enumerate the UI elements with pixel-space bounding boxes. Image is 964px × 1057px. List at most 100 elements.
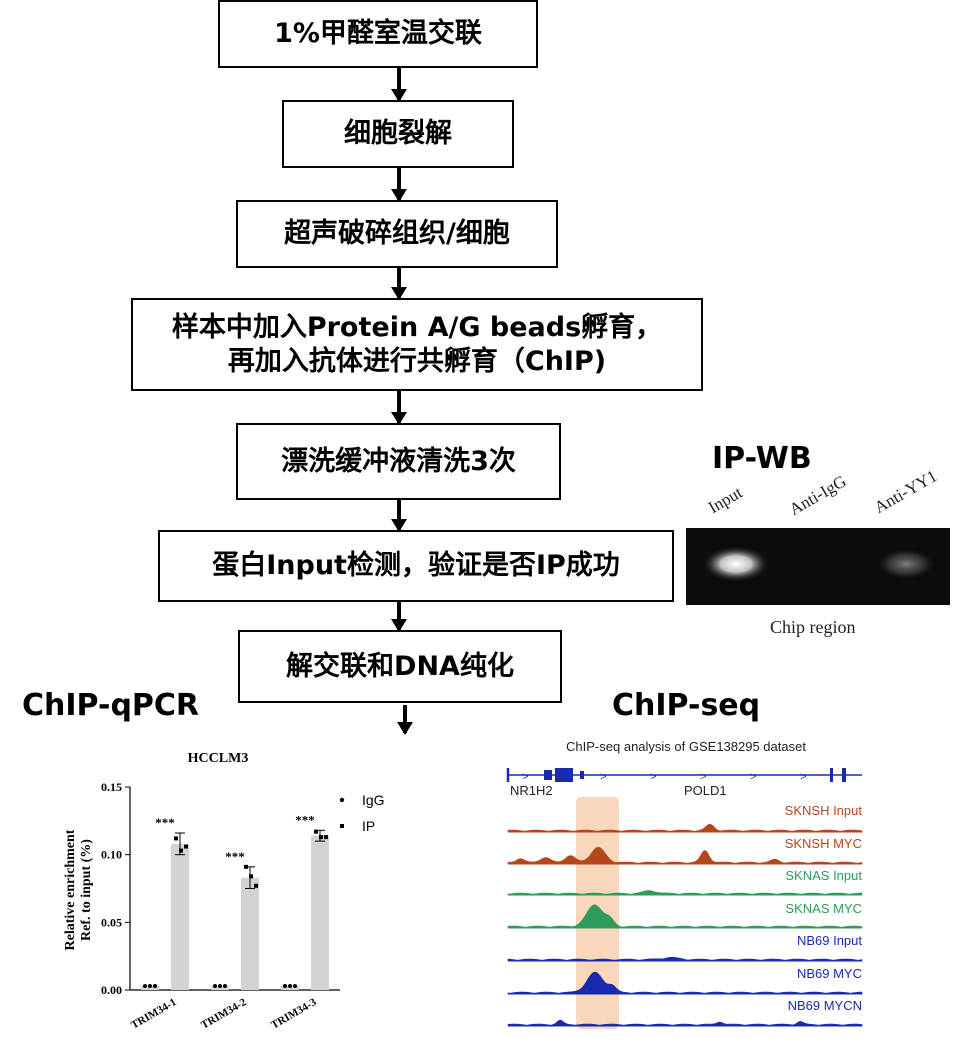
western-blot-bands (702, 546, 936, 582)
gene-label-pold1: POLD1 (684, 783, 727, 798)
y-tick-label: 0.00 (101, 983, 122, 997)
track-label: NB69 MYCN (788, 998, 862, 1013)
track-label: NB69 MYC (797, 966, 862, 981)
gene-annotation: > > > > > > (506, 768, 862, 783)
svg-text:>: > (750, 771, 756, 783)
svg-text:>: > (600, 771, 606, 783)
point-ip (179, 848, 183, 853)
svg-text:>: > (650, 771, 656, 783)
point-igg (143, 983, 147, 988)
wb-lane-label-igg: Anti-IgG (786, 471, 850, 520)
x-tick-label: TRIM34-3 (269, 996, 319, 1032)
qpcr-chart-title: HCCLM3 (188, 751, 249, 766)
track-signal (507, 823, 863, 833)
point-igg (218, 983, 222, 988)
legend-marker-ip (340, 824, 344, 828)
track-signal (507, 971, 863, 995)
y-tick-label: 0.15 (101, 780, 122, 794)
flow-arrow-3 (391, 268, 407, 300)
point-ip (254, 883, 258, 888)
workflow-step-7: 解交联和DNA纯化 (238, 630, 562, 703)
track-label: SKNAS MYC (785, 901, 862, 916)
chipseq-section-title: ChIP-seq (612, 688, 761, 723)
point-igg (213, 983, 217, 988)
wb-band-input (702, 546, 770, 582)
flow-arrow-4 (391, 391, 407, 425)
svg-text:>: > (800, 771, 806, 783)
bar-igg (281, 985, 299, 990)
flow-arrow-1 (391, 68, 407, 102)
flow-arrow-5 (391, 500, 407, 532)
step-7-label: 解交联和DNA纯化 (286, 650, 514, 682)
significance-label: *** (225, 849, 245, 864)
qpcr-chart: HCCLM3 Relative enrichment Ref. to input… (63, 751, 385, 1032)
y-tick-label: 0.05 (101, 915, 122, 929)
step-2-label: 细胞裂解 (344, 118, 452, 149)
y-tick-label: 0.10 (101, 848, 122, 862)
flow-arrow-7 (397, 705, 413, 735)
track-signal (507, 846, 863, 865)
point-ip (324, 835, 328, 840)
point-igg (283, 983, 287, 988)
wb-band-yy1 (876, 548, 936, 580)
step-3-label: 超声破碎组织/细胞 (284, 218, 510, 249)
track-label: SKNSH MYC (785, 836, 862, 851)
track-label: SKNSH Input (785, 803, 863, 818)
track-label: NB69 Input (797, 933, 862, 948)
workflow-step-2: 细胞裂解 (282, 100, 514, 168)
bar-ip (171, 843, 189, 990)
significance-label: *** (295, 812, 315, 827)
qpcr-ylabel-line1: Relative enrichment (63, 829, 78, 950)
workflow-step-4: 样本中加入Protein A/G beads孵育， 再加入抗体进行共孵育（ChI… (131, 298, 703, 391)
x-tick-label: TRIM34-2 (199, 996, 249, 1032)
step-5-label: 漂洗缓冲液清洗3次 (281, 445, 516, 477)
western-blot-image (686, 528, 950, 605)
legend-label-ip: IP (362, 818, 375, 834)
bar-igg (211, 985, 229, 990)
gene-label-nr1h2: NR1H2 (510, 783, 553, 798)
point-ip (244, 864, 248, 869)
bar-igg (141, 985, 159, 990)
step-4-label-line2: 再加入抗体进行共孵育（ChIP) (227, 345, 607, 377)
ipwb-title: IP-WB (712, 441, 812, 476)
bar-ip (311, 835, 329, 990)
step-4-label-line1: 样本中加入Protein A/G beads孵育， (171, 311, 663, 343)
step-1-label: 1%甲醛室温交联 (274, 18, 482, 49)
legend-marker-igg (339, 797, 345, 803)
point-igg (153, 983, 157, 988)
step-6-label: 蛋白Input检测，验证是否IP成功 (212, 550, 620, 581)
significance-label: *** (155, 815, 175, 830)
point-ip (174, 836, 178, 841)
point-igg (148, 983, 152, 988)
wb-lane-label-yy1: Anti-YY1 (871, 466, 941, 518)
workflow-step-6: 蛋白Input检测，验证是否IP成功 (158, 530, 674, 602)
track-signal (507, 890, 863, 896)
chipseq-title: ChIP-seq analysis of GSE138295 dataset (566, 739, 806, 754)
point-igg (223, 983, 227, 988)
track-signal (507, 1019, 863, 1027)
point-ip (184, 844, 188, 849)
point-ip (319, 835, 323, 840)
legend-label-igg: IgG (362, 792, 385, 808)
svg-text:>: > (522, 771, 528, 783)
point-igg (293, 983, 297, 988)
workflow-step-3: 超声破碎组织/细胞 (236, 200, 558, 268)
workflow-step-1: 1%甲醛室温交联 (218, 0, 538, 68)
bar-ip (241, 877, 259, 990)
x-tick-label: TRIM34-1 (129, 996, 178, 1031)
flow-arrow-2 (391, 168, 407, 202)
svg-text:>: > (700, 771, 706, 783)
chipseq-figure: ChIP-seq analysis of GSE138295 dataset >… (506, 739, 863, 1029)
point-igg (288, 983, 292, 988)
track-label: SKNAS Input (785, 868, 862, 883)
point-ip (314, 829, 318, 834)
wb-lane-label-input: Input (705, 482, 746, 518)
wb-caption: Chip region (770, 617, 856, 637)
track-signal (507, 956, 863, 962)
point-ip (249, 874, 253, 879)
qpcr-section-title: ChIP-qPCR (22, 688, 200, 723)
track-signal (507, 904, 863, 929)
qpcr-ylabel-line2: Ref. to input (%) (79, 839, 94, 941)
flow-arrow-6 (391, 602, 407, 632)
workflow-step-5: 漂洗缓冲液清洗3次 (236, 423, 561, 500)
